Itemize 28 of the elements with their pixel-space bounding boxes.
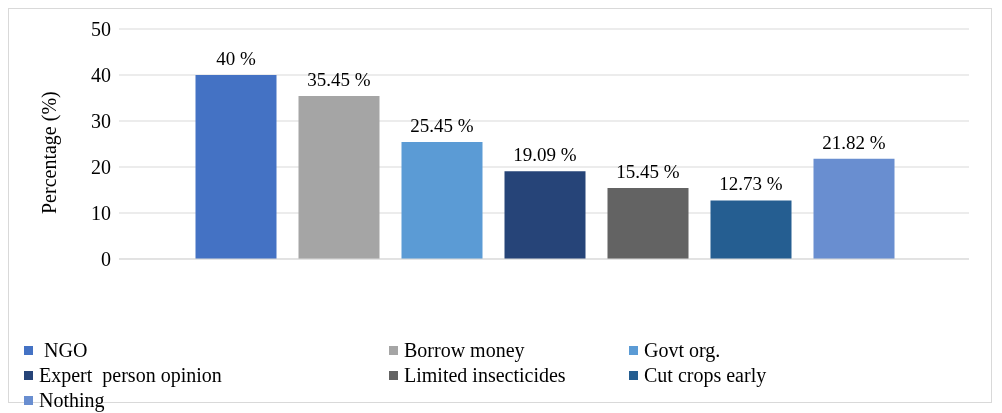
legend-label: Nothing <box>39 389 105 412</box>
data-label: 25.45 % <box>410 114 474 136</box>
y-tick-label: 20 <box>91 156 111 179</box>
y-tick-label: 30 <box>91 110 111 133</box>
legend-label: Limited insecticides <box>404 364 566 387</box>
legend-label: Borrow money <box>404 339 525 362</box>
data-label: 35.45 % <box>307 68 371 90</box>
legend-label: Govt org. <box>644 339 721 362</box>
bar <box>401 141 483 259</box>
bar <box>504 171 586 259</box>
legend-label: Cut crops early <box>644 364 767 387</box>
y-tick-label: 10 <box>91 202 111 225</box>
y-tick-label: 50 <box>91 18 111 41</box>
y-tick-label: 0 <box>101 248 111 271</box>
bar <box>710 200 792 259</box>
bar <box>298 95 380 259</box>
bar <box>813 158 895 259</box>
data-label: 19.09 % <box>513 144 577 166</box>
legend-label: NGO <box>43 339 88 362</box>
data-label: 21.82 % <box>822 131 886 153</box>
data-label: 12.73 % <box>719 173 783 195</box>
bar <box>607 187 689 259</box>
bar <box>195 75 277 259</box>
data-label: 15.45 % <box>616 160 680 182</box>
legend-label: Expert person opinion <box>39 364 222 387</box>
data-label: 40 % <box>216 48 256 69</box>
y-axis-title: Percentage (%) <box>38 91 62 214</box>
y-tick-label: 40 <box>91 64 111 87</box>
